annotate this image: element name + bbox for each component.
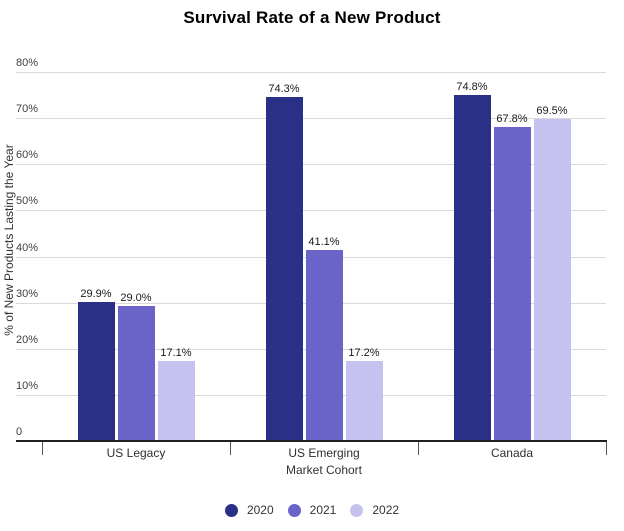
- bar-2020-us-emerging[interactable]: [265, 97, 303, 440]
- chart-title: Survival Rate of a New Product: [183, 8, 441, 27]
- x-axis-category-label: US Emerging: [288, 446, 360, 460]
- y-axis-tick-label: 40%: [16, 242, 39, 254]
- x-axis-tick: [230, 442, 231, 455]
- legend-label: 2021: [309, 503, 337, 517]
- bar-value-label: 74.8%: [456, 81, 488, 93]
- bar-value-label: 67.8%: [496, 113, 528, 125]
- legend-item-2020[interactable]: 2020: [224, 503, 274, 517]
- legend-label: 2020: [246, 503, 274, 517]
- legend-item-2021[interactable]: 2021: [287, 503, 337, 517]
- bar-value-label: 17.1%: [160, 347, 192, 359]
- bar-2022-us-emerging[interactable]: [345, 361, 383, 440]
- y-axis-tick-label: 0: [16, 426, 23, 438]
- bar-value-label: 74.3%: [268, 83, 300, 95]
- bar-2020-canada[interactable]: [453, 95, 491, 440]
- bar-2021-canada[interactable]: [493, 127, 531, 440]
- y-axis-tick-label: 50%: [16, 195, 39, 207]
- gridline: [16, 118, 606, 119]
- y-axis-tick-label: 30%: [16, 288, 39, 300]
- legend-circle-marker: [350, 503, 364, 517]
- legend: 2020 2021 2022: [0, 501, 624, 519]
- bar-2022-us-legacy[interactable]: [157, 361, 195, 440]
- bar-2020-us-legacy[interactable]: [77, 302, 115, 440]
- bar-value-label: 29.9%: [80, 288, 112, 300]
- x-axis-category-label: Canada: [490, 446, 534, 460]
- legend-circle-marker: [287, 503, 301, 517]
- gridline: [16, 72, 606, 73]
- x-axis-tick: [42, 442, 43, 455]
- bar-2021-us-legacy[interactable]: [117, 306, 155, 440]
- x-axis-category-label: US Legacy: [106, 446, 166, 460]
- x-axis-tick: [418, 442, 419, 455]
- y-axis-tick-label: 80%: [16, 57, 39, 69]
- y-axis-tick-label: 10%: [16, 380, 39, 392]
- legend-item-2022[interactable]: 2022: [350, 503, 399, 517]
- gridline: [16, 164, 606, 165]
- x-axis-line: [16, 440, 607, 442]
- y-axis-tick-label: 60%: [16, 149, 39, 161]
- bar-value-label: 29.0%: [120, 292, 152, 304]
- y-axis-tick-label: 20%: [16, 334, 39, 346]
- legend-circle-marker: [224, 503, 238, 517]
- bar-2021-us-emerging[interactable]: [305, 250, 343, 440]
- bar-value-label: 41.1%: [308, 236, 340, 248]
- gridline: [16, 210, 606, 211]
- x-axis-title: Market Cohort: [285, 463, 363, 477]
- legend-label: 2022: [372, 503, 400, 517]
- x-axis-tick: [606, 442, 607, 455]
- bar-value-label: 69.5%: [536, 105, 568, 117]
- y-axis-tick-label: 70%: [16, 103, 39, 115]
- bar-value-label: 17.2%: [348, 347, 380, 359]
- bar-2022-canada[interactable]: [533, 119, 571, 440]
